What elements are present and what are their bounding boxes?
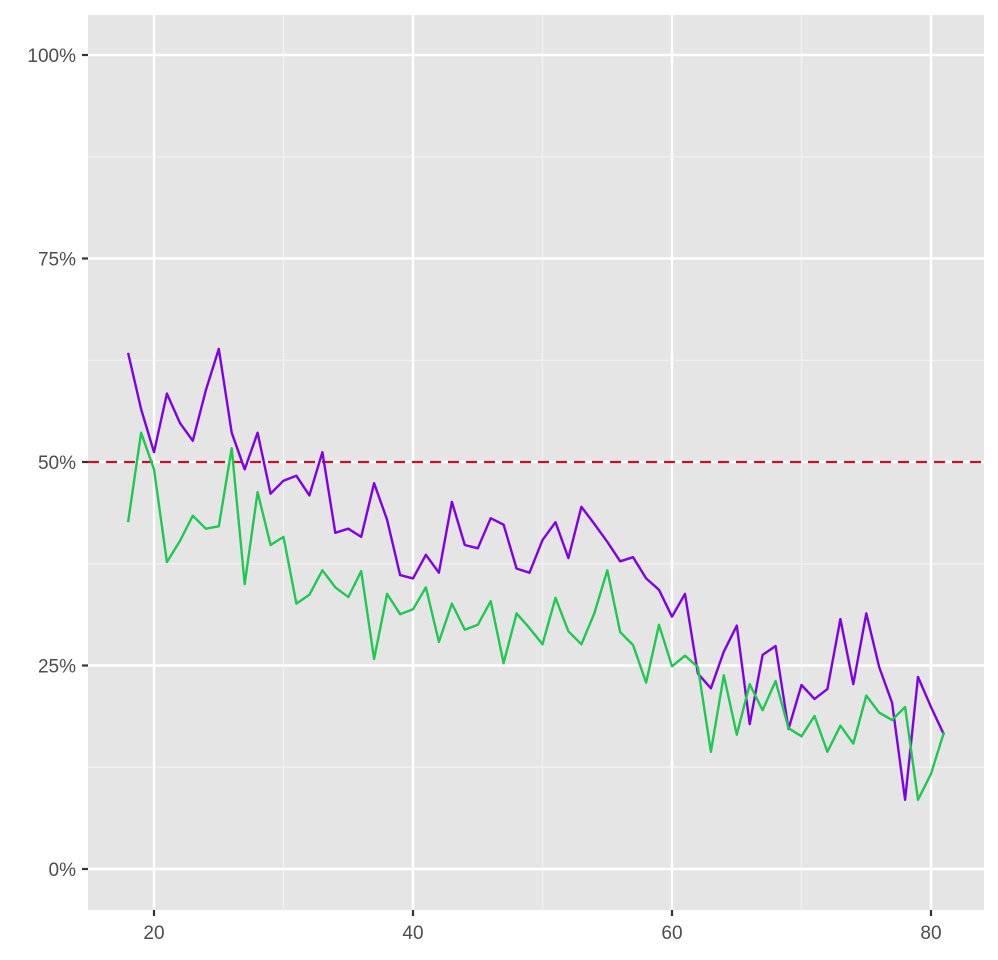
x-tick-label: 60 bbox=[661, 923, 682, 944]
data-series bbox=[126, 347, 946, 801]
green-series-line bbox=[126, 431, 946, 801]
x-tick-label: 40 bbox=[402, 923, 423, 944]
y-axis: 0% 25% 50% 75% 100% bbox=[27, 46, 88, 881]
y-tick-label: 0% bbox=[49, 860, 77, 881]
y-tick-label: 100% bbox=[27, 46, 76, 67]
y-tick-label: 25% bbox=[38, 657, 76, 678]
x-axis: 20 40 60 80 bbox=[143, 910, 942, 944]
y-tick-label: 75% bbox=[38, 250, 76, 271]
purple-series-line bbox=[126, 347, 946, 801]
x-tick-label: 20 bbox=[143, 923, 164, 944]
y-tick-label: 50% bbox=[38, 453, 76, 474]
x-tick-label: 80 bbox=[920, 923, 941, 944]
